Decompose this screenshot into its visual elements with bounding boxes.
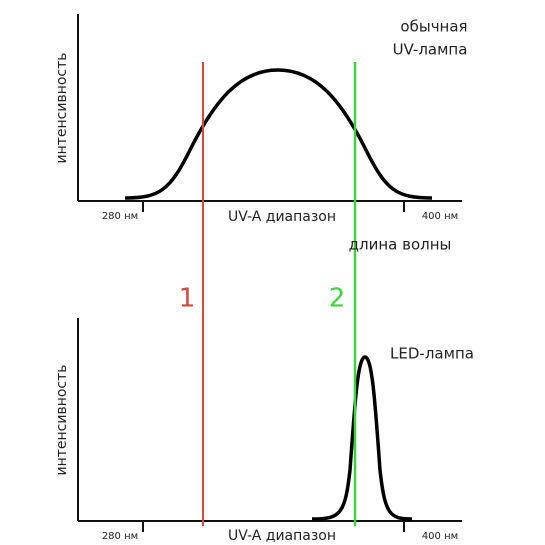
range-label: UV-A диапазон — [228, 209, 336, 225]
tick-label: 280 нм — [102, 211, 138, 222]
lamp-label: LED-лампа — [390, 345, 474, 363]
marker-label: 2 — [329, 284, 346, 314]
range-label: UV-A диапазон — [228, 528, 336, 544]
led-curve — [311, 355, 413, 521]
marker-label: 1 — [179, 284, 196, 314]
axes — [77, 14, 462, 532]
tick-label: 400 нм — [422, 211, 458, 222]
tick-label: 400 нм — [422, 531, 458, 542]
y-label: интенсивность — [54, 52, 70, 163]
y-label: интенсивность — [54, 364, 70, 475]
uv-lamp-curve — [124, 68, 433, 200]
lamp-label: UV-лампа — [393, 41, 468, 59]
axis-caption: длина волны — [349, 236, 452, 254]
tick-label: 280 нм — [102, 531, 138, 542]
lamp-label: обычная — [400, 18, 467, 36]
